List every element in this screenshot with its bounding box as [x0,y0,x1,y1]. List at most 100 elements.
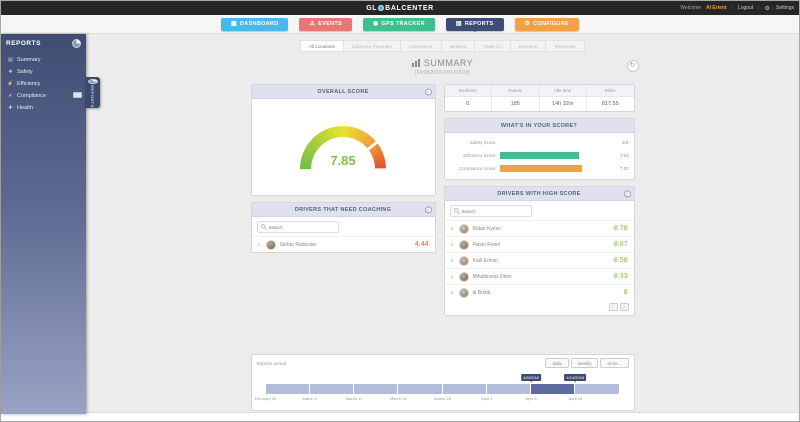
driver-score: 8.33 [613,273,628,280]
next-page-button[interactable]: › [619,303,629,311]
high-score-search-input[interactable] [461,208,526,214]
checkmark-icon: ✔ [8,93,13,99]
driver-row[interactable]: 4. Mihailovess Delm 8.33 [444,268,634,284]
high-score-card: DRIVERS WITH HIGH SCORE i 1 [443,186,635,316]
period-timeline: 4/8/2018 4/14/2018 February 26 March 4 M… [255,374,620,401]
nav-gps-tracker-button[interactable]: ◉ GPS TRACKER [362,17,435,31]
range-start-tooltip: 4/8/2018 [521,374,541,381]
shield-icon: ❖ [8,69,13,75]
driver-row[interactable]: 1. Stefan Radoslav 4.44 [251,236,435,252]
main-nav: ▦ DASHBOARD ⚠ EVENTS ◉ GPS TRACKER ▤ REP… [1,15,799,34]
driver-row[interactable]: 2. Flavio Resel 8.67 [444,236,634,252]
driver-score: 8.67 [613,241,628,248]
weekly-button[interactable]: weekly [570,358,599,368]
timeline-segment[interactable] [354,384,399,394]
settings-link[interactable]: Settings [775,5,794,11]
sidebar-item-health[interactable]: ✚ Health [1,102,86,114]
reports-sidebar: REPORTS ▤ Summary ❖ Safety ⚡ Efficiency … [1,34,86,414]
timeline-segment[interactable] [265,384,310,394]
nav-configure-button[interactable]: ⚙ CONFIGURE [514,17,579,31]
sidebar-item-compliance[interactable]: ✔ Compliance [1,90,86,102]
prev-page-button[interactable]: ‹ [608,303,618,311]
driver-row[interactable]: 3. Karli Erksin 8.58 [444,252,634,268]
score-breakdown-card: WHAT'S IN YOUR SCORE? Safety Score 8.9 E… [443,118,635,180]
health-cross-icon: ✚ [8,105,13,111]
nav-reports-button[interactable]: ▤ REPORTS [445,17,504,31]
driver-rank: 5. [450,290,455,295]
high-score-header: DRIVERS WITH HIGH SCORE [497,190,581,197]
range-end-tooltip: 4/14/2018 [564,374,587,381]
bar-value: 7.24 [619,153,629,158]
reports-panel-handle[interactable]: REPORTS [85,77,100,108]
pie-chart-icon[interactable] [72,39,81,48]
driver-name: Karli Erksin [472,257,498,264]
lightning-icon: ⚡ [7,81,14,87]
tab-location-4[interactable]: Trade Co [475,40,511,52]
location-tabs: All Locations California, Favorites Conn… [86,40,799,52]
tab-all-locations[interactable]: All Locations [300,40,344,52]
username: Al Erient [706,5,727,11]
compliance-badge[interactable] [73,92,82,98]
driver-name: Stefan Radoslav [279,241,317,248]
timeline-segment[interactable] [442,384,487,394]
driver-score: 4.44 [414,241,429,248]
pie-chart-icon [87,79,98,85]
logout-link[interactable]: Logout [737,5,754,11]
avatar [458,271,469,282]
divider: | [731,5,733,11]
coaching-search-input[interactable] [268,224,333,230]
stat-value-events: 185 [492,97,540,111]
overall-score-card: OVERALL SCORE i 7.85 [250,84,436,196]
timeline-segment[interactable] [309,384,354,394]
daily-button[interactable]: daily [545,358,569,368]
driver-row[interactable]: 1. Rolan Kyess 8.78 [444,220,634,236]
info-icon[interactable]: i [623,190,631,197]
divider: | [758,5,760,11]
high-score-search-box [449,205,532,217]
compliance-bar [499,165,582,172]
stat-header-events: Events [492,85,540,96]
configure-gear-icon: ⚙ [524,21,531,27]
timeline-segment[interactable] [398,384,443,394]
gear-icon: ⚙ [764,5,770,12]
page-title: SUMMARY [423,58,474,68]
tick-label: March 25 [434,396,451,401]
efficiency-score-row: Efficiency Score 7.24 [450,152,629,159]
sidebar-item-summary[interactable]: ▤ Summary [1,54,86,66]
info-icon[interactable]: i [424,88,432,95]
tab-location-3[interactable]: Midwest [441,40,476,52]
refresh-button[interactable]: ↻ [626,60,639,72]
safety-score-row: Safety Score 8.9 [450,139,629,146]
sidebar-item-label: Compliance [17,93,47,99]
sidebar-item-efficiency[interactable]: ⚡ Efficiency [1,78,86,90]
sidebar-item-safety[interactable]: ❖ Safety [1,66,86,78]
driver-rank: 4. [450,274,455,279]
avatar [458,255,469,266]
sidebar-item-label: Summary [17,57,41,63]
driver-name: Rolan Kyess [472,225,501,232]
timeline-segment[interactable] [575,384,620,394]
tick-label: April 1 [481,396,493,401]
tab-location-6[interactable]: Tennessee [545,40,585,52]
nav-events-label: EVENTS [318,21,342,27]
tab-location-5[interactable]: Business [510,40,546,52]
logo-text-left: GL [366,4,378,12]
driver-row[interactable]: 5. al Briztti 8 [444,284,634,300]
globalcenter-logo: GL BALCENTER [366,5,434,12]
nav-events-button[interactable]: ⚠ EVENTS [299,17,352,31]
info-icon[interactable]: i [424,206,432,213]
driver-rank: 3. [450,258,455,263]
timeline-segment-selected[interactable] [531,384,576,394]
driver-name: al Briztti [472,289,491,296]
welcome-label: Welcome [680,5,702,11]
tab-location-1[interactable]: California, Favorites [343,40,401,52]
warning-icon: ⚠ [309,21,316,27]
timeline-segment[interactable] [486,384,531,394]
nav-dashboard-button[interactable]: ▦ DASHBOARD [221,17,289,31]
more-button[interactable]: more... [600,358,629,368]
avatar [458,287,469,298]
gps-pin-icon: ◉ [372,21,379,27]
tab-location-2[interactable]: Connecticut [400,40,442,52]
footer-strip [1,412,799,421]
date-range: (04/08/2018-04/14/2018) [414,70,471,76]
